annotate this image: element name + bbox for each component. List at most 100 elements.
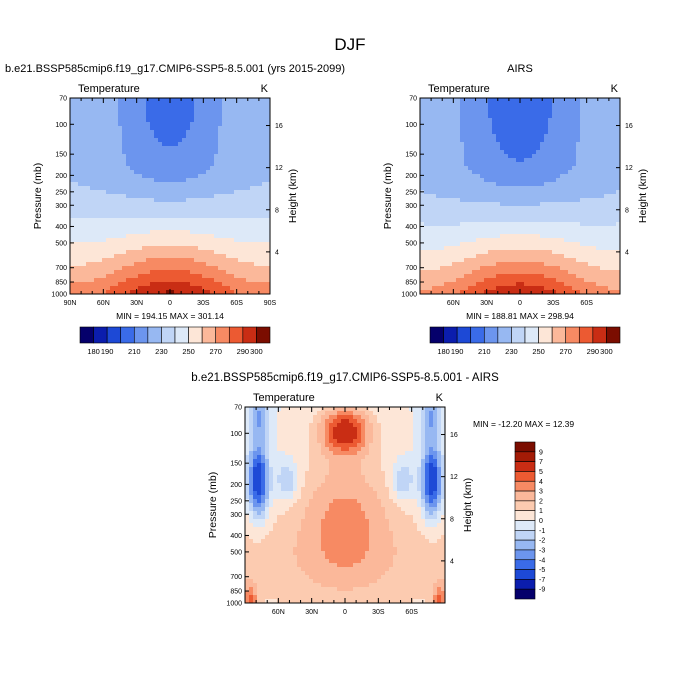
field-cell xyxy=(246,258,251,263)
field-cell xyxy=(468,162,473,167)
field-cell xyxy=(548,238,553,243)
field-cell xyxy=(560,150,565,155)
field-cell xyxy=(258,198,263,203)
field-cell xyxy=(158,266,163,271)
field-cell xyxy=(114,178,119,183)
field-cell xyxy=(246,274,251,279)
field-cell xyxy=(162,266,167,271)
field-cell xyxy=(456,198,461,203)
field-cell xyxy=(420,234,425,239)
field-cell xyxy=(532,202,537,207)
field-cell xyxy=(250,238,255,243)
field-cell xyxy=(444,194,449,199)
field-cell xyxy=(114,118,119,123)
field-cell xyxy=(504,282,509,287)
field-cell xyxy=(186,134,191,139)
field-cell xyxy=(266,218,270,223)
field-cell xyxy=(468,214,473,219)
field-cell xyxy=(544,250,549,255)
field-cell xyxy=(234,146,239,151)
field-cell xyxy=(238,266,243,271)
field-cell xyxy=(516,242,521,247)
field-cell xyxy=(138,150,143,155)
field-cell xyxy=(170,230,175,235)
field-cell xyxy=(476,230,481,235)
field-cell xyxy=(166,266,171,271)
field-cell xyxy=(226,182,231,187)
field-cell xyxy=(524,254,529,259)
field-cell xyxy=(94,246,99,251)
field-cell xyxy=(512,130,517,135)
field-cell xyxy=(134,110,139,115)
field-cell xyxy=(584,194,589,199)
field-cell xyxy=(476,134,481,139)
field-cell xyxy=(600,170,605,175)
field-cell xyxy=(202,238,207,243)
field-cell xyxy=(428,202,433,207)
field-cell xyxy=(122,166,127,171)
field-cell xyxy=(560,174,565,179)
field-cell xyxy=(162,170,167,175)
field-cell xyxy=(150,206,155,211)
field-cell xyxy=(98,182,103,187)
field-cell xyxy=(472,170,477,175)
field-cell xyxy=(428,114,433,119)
field-cell xyxy=(524,238,529,243)
field-cell xyxy=(206,210,211,215)
field-cell xyxy=(544,222,549,227)
field-cell xyxy=(74,166,79,171)
field-cell xyxy=(142,150,147,155)
field-cell xyxy=(98,142,103,147)
field-cell xyxy=(500,170,505,175)
field-cell xyxy=(262,258,267,263)
field-cell xyxy=(246,282,251,287)
field-cell xyxy=(122,278,127,283)
field-cell xyxy=(114,106,119,111)
field-cell xyxy=(608,162,613,167)
field-cell xyxy=(524,262,529,267)
field-cell xyxy=(130,194,135,199)
field-cell xyxy=(166,118,171,123)
field-cell xyxy=(576,102,581,107)
field-cell xyxy=(82,218,87,223)
field-cell xyxy=(202,214,207,219)
field-cell xyxy=(508,238,513,243)
field-cell xyxy=(444,138,449,143)
field-cell xyxy=(608,178,613,183)
field-cell xyxy=(420,166,425,171)
field-cell xyxy=(138,110,143,115)
field-cell xyxy=(254,198,259,203)
field-cell xyxy=(182,242,187,247)
field-cell xyxy=(584,230,589,235)
field-cell xyxy=(78,246,83,251)
field-cell xyxy=(572,258,577,263)
field-cell xyxy=(190,270,195,275)
field-cell xyxy=(158,182,163,187)
field-cell xyxy=(600,202,605,207)
field-cell xyxy=(452,138,457,143)
field-cell xyxy=(190,186,195,191)
field-cell xyxy=(262,150,267,155)
field-cell xyxy=(190,226,195,231)
field-cell xyxy=(166,206,171,211)
field-cell xyxy=(608,266,613,271)
field-cell xyxy=(74,106,79,111)
field-cell xyxy=(226,226,231,231)
field-cell xyxy=(536,270,541,275)
field-cell xyxy=(222,282,227,287)
field-cell xyxy=(528,186,533,191)
field-cell xyxy=(568,182,573,187)
field-cell xyxy=(552,198,557,203)
field-cell xyxy=(242,214,247,219)
field-cell xyxy=(440,266,445,271)
field-cell xyxy=(516,126,521,131)
field-cell xyxy=(600,218,605,223)
field-cell xyxy=(580,270,585,275)
field-cell xyxy=(508,114,513,119)
field-cell xyxy=(420,142,425,147)
field-cell xyxy=(456,174,461,179)
field-cell xyxy=(102,182,107,187)
field-cell xyxy=(226,150,231,155)
field-cell xyxy=(74,278,79,283)
field-cell xyxy=(262,130,267,135)
